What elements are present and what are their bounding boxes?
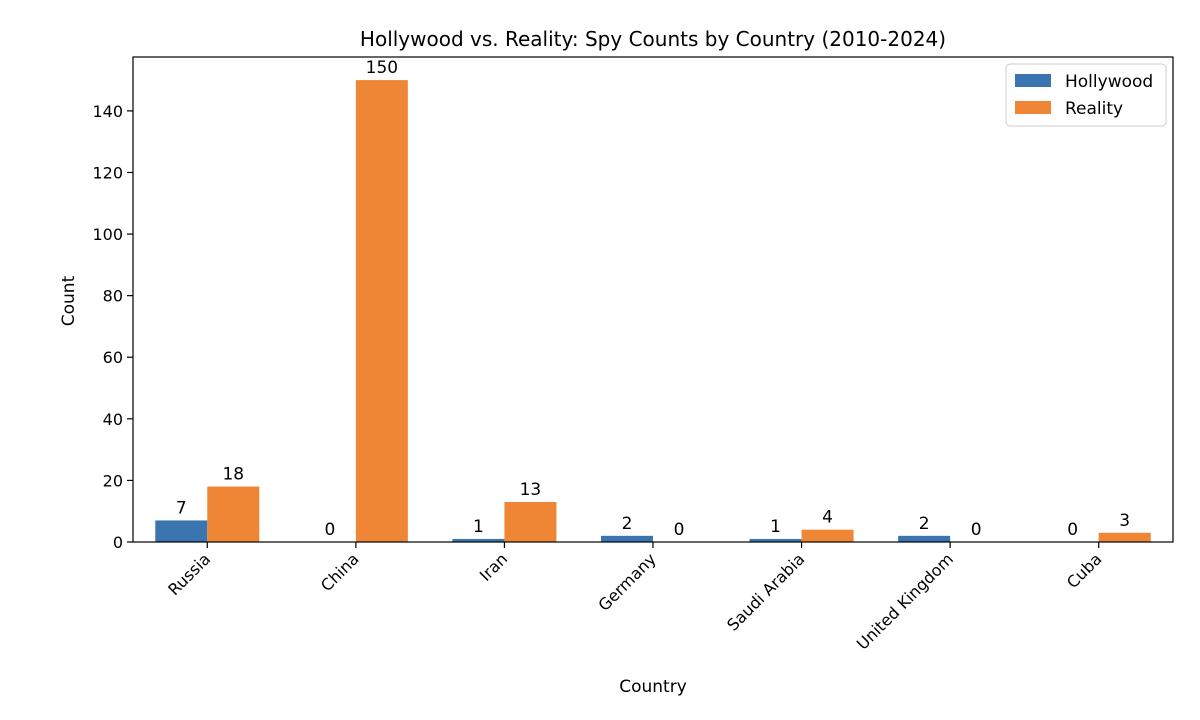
data-label: 0 — [1067, 520, 1078, 540]
data-label: 13 — [520, 480, 542, 500]
x-tick-label: Russia — [164, 549, 214, 599]
bar-reality-saudi-arabia — [801, 529, 854, 542]
bar-reality-cuba — [1098, 532, 1151, 542]
chart-title: Hollywood vs. Reality: Spy Counts by Cou… — [360, 27, 946, 51]
data-label: 7 — [176, 498, 187, 518]
x-axis-label: Country — [619, 677, 687, 697]
bar-hollywood-germany — [601, 535, 653, 542]
y-tick-label: 120 — [92, 163, 123, 182]
legend-label-reality: Reality — [1065, 99, 1123, 119]
bar-reality-russia — [207, 486, 260, 542]
y-tick-label: 80 — [103, 287, 123, 306]
x-tick-label: China — [317, 549, 363, 595]
y-tick-label: 0 — [113, 533, 123, 552]
data-label: 1 — [473, 517, 484, 537]
x-tick-label: Iran — [476, 549, 512, 585]
legend: Hollywood Reality — [1005, 63, 1167, 127]
bar-hollywood-saudi-arabia — [749, 538, 802, 542]
axes-frame — [132, 56, 1174, 543]
y-tick-label: 20 — [103, 471, 123, 490]
data-label: 18 — [222, 465, 244, 485]
data-label: 2 — [622, 514, 633, 534]
bar-hollywood-iran — [452, 538, 505, 542]
bar-reality-china — [355, 80, 408, 542]
bar-hollywood-united-kingdom — [898, 535, 951, 542]
bar-reality-iran — [504, 501, 557, 542]
y-tick-label: 140 — [92, 102, 123, 121]
data-label: 2 — [919, 514, 930, 534]
y-axis-label: Count — [59, 275, 79, 326]
data-label: 0 — [971, 520, 982, 540]
x-tick-label: Cuba — [1063, 549, 1106, 592]
data-label: 1 — [770, 517, 781, 537]
data-label: 3 — [1119, 511, 1130, 531]
bar-hollywood-russia — [155, 520, 208, 542]
y-tick-label: 60 — [103, 348, 123, 367]
x-tick-label: Saudi Arabia — [723, 549, 808, 634]
x-tick-label: United Kingdom — [853, 549, 957, 653]
data-label: 150 — [366, 58, 398, 78]
data-label: 4 — [822, 508, 833, 528]
legend-swatch-hollywood — [1015, 74, 1051, 87]
y-tick-label: 100 — [92, 225, 123, 244]
data-label: 0 — [674, 520, 685, 540]
legend-swatch-reality — [1015, 101, 1051, 114]
data-label: 0 — [324, 520, 335, 540]
y-tick-label: 40 — [103, 410, 123, 429]
x-tick-label: Germany — [594, 549, 659, 614]
legend-label-hollywood: Hollywood — [1065, 72, 1153, 92]
